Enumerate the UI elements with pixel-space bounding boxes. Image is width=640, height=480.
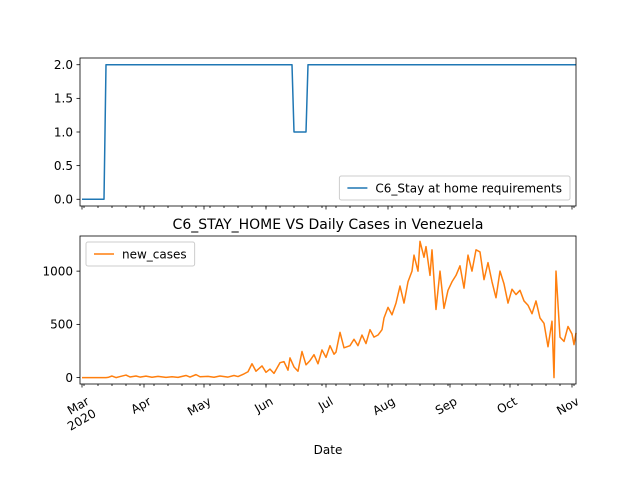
y-tick-label: 1.5 [54,92,73,106]
y-tick-label: 500 [50,318,73,332]
y-tick-label: 0.0 [54,193,73,207]
y-tick-label: 1000 [42,264,73,278]
y-tick-label: 1.0 [54,125,73,139]
series-line-new-cases [82,240,577,379]
top-subplot-series [82,63,576,201]
x-tick-label-group: Jul [315,394,335,414]
top-subplot-ticks: 0.0 0.5 1.0 1.5 2.0 [54,58,575,210]
chart-title: C6_STAY_HOME VS Daily Cases in Venezuela [173,217,484,233]
y-tick-label: 0 [65,371,73,385]
bottom-legend-label: new_cases [122,247,187,261]
bottom-legend-box [85,241,196,267]
top-subplot: 0.0 0.5 1.0 1.5 2.0 C6_Stay at home requirem… [54,57,577,210]
y-tick-label: 2.0 [54,58,73,72]
top-legend-box [338,175,571,201]
y-tick-label: 0.5 [54,159,73,173]
bottom-subplot-series [82,240,577,379]
top-subplot-frame [79,57,577,207]
bottom-subplot-frame [79,235,577,385]
top-legend-label: C6_Stay at home requirements [375,181,562,195]
bottom-legend: new_cases [85,241,196,267]
top-legend: C6_Stay at home requirements [338,175,571,201]
x-axis-label: Date [314,443,343,457]
series-line-c6-stay-at-home-requirements [82,63,576,201]
x-tick-label: Jul [315,394,335,414]
